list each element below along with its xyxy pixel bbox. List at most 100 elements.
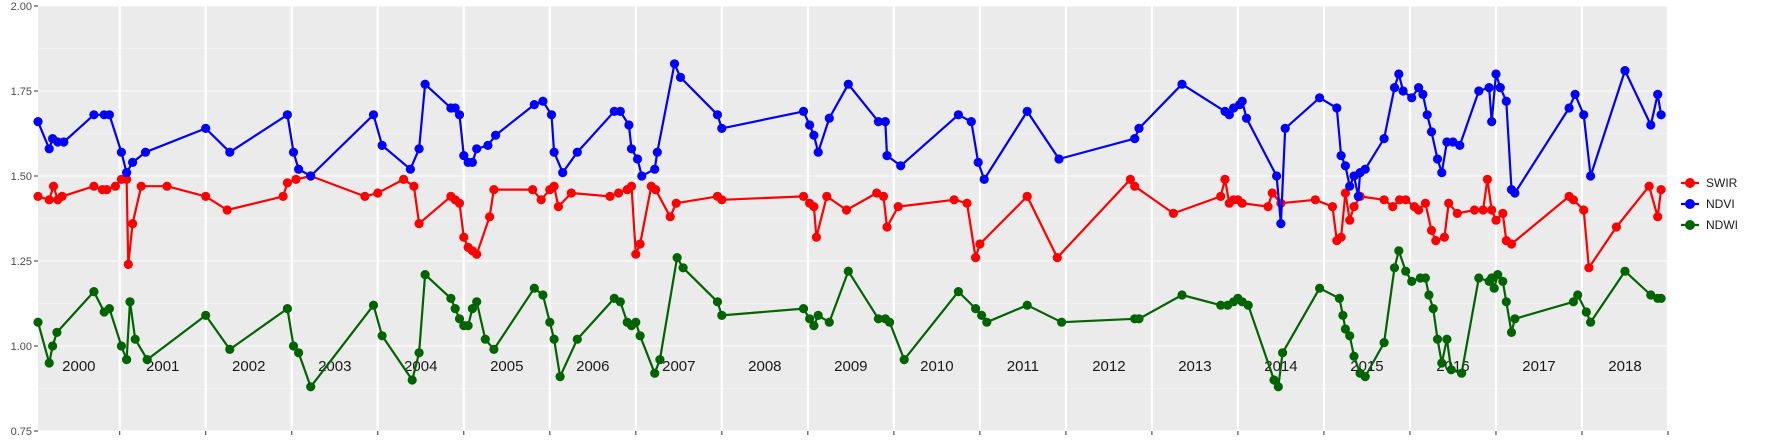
- data-point-ndwi: [414, 348, 424, 358]
- data-point-ndwi: [446, 293, 456, 303]
- data-point-swir: [409, 181, 419, 191]
- data-point-ndvi: [1353, 191, 1363, 201]
- data-point-ndwi: [572, 334, 582, 344]
- data-point-ndvi: [1586, 171, 1596, 181]
- data-point-swir: [1498, 208, 1508, 218]
- data-point-ndvi: [450, 103, 460, 113]
- data-point-ndvi: [122, 168, 132, 178]
- data-point-ndwi: [885, 317, 895, 327]
- data-point-ndvi: [1620, 66, 1630, 76]
- data-point-ndvi: [1177, 79, 1187, 89]
- data-point-swir: [635, 239, 645, 249]
- data-point-ndwi: [1506, 327, 1517, 337]
- data-point-ndwi: [48, 341, 58, 351]
- data-point-ndvi: [1455, 140, 1465, 150]
- data-point-ndvi: [1501, 96, 1511, 106]
- data-point-swir: [631, 249, 641, 259]
- data-point-swir: [162, 181, 172, 191]
- data-point-ndwi: [1349, 351, 1359, 361]
- data-point-ndwi: [467, 304, 477, 314]
- x-tick-label: 2001: [146, 358, 179, 375]
- data-point-ndvi: [979, 174, 989, 184]
- data-point-ndwi: [1420, 273, 1430, 283]
- data-point-swir: [1216, 191, 1226, 201]
- data-point-ndvi: [1134, 123, 1144, 133]
- data-point-swir: [1379, 195, 1389, 205]
- data-point-ndvi: [546, 110, 557, 120]
- data-point-ndvi: [1474, 86, 1484, 96]
- data-point-ndvi: [549, 147, 559, 157]
- x-tick-label: 2000: [62, 358, 95, 375]
- x-tick-label: 2003: [318, 358, 351, 375]
- data-point-swir: [882, 222, 892, 232]
- data-point-ndvi: [33, 117, 43, 127]
- data-point-ndvi: [896, 161, 906, 171]
- data-point-ndwi: [142, 355, 152, 365]
- data-point-swir: [123, 259, 133, 269]
- x-tick-label: 2007: [662, 358, 695, 375]
- data-point-ndvi: [1407, 93, 1417, 103]
- data-point-swir: [822, 191, 832, 201]
- data-point-swir: [1491, 215, 1501, 225]
- data-point-ndvi: [1340, 161, 1350, 171]
- y-tick-label: 0.75: [11, 426, 32, 438]
- data-point-swir: [798, 191, 809, 201]
- data-point-ndwi: [1568, 297, 1578, 307]
- data-point-ndwi: [1432, 334, 1443, 344]
- data-point-ndvi: [1130, 134, 1140, 144]
- x-tick-label: 2017: [1522, 358, 1555, 375]
- data-point-ndwi: [1573, 290, 1583, 300]
- data-point-swir: [110, 181, 120, 191]
- data-point-swir: [665, 212, 675, 222]
- data-point-ndvi: [529, 100, 539, 110]
- data-point-swir: [651, 185, 661, 195]
- x-tick-label: 2018: [1608, 358, 1641, 375]
- data-point-ndwi: [843, 266, 853, 276]
- x-tick-label: 2012: [1092, 358, 1125, 375]
- data-point-ndvi: [669, 59, 680, 69]
- data-point-ndvi: [59, 137, 69, 147]
- data-point-ndwi: [294, 348, 304, 358]
- data-point-swir: [57, 191, 67, 201]
- data-point-ndvi: [414, 144, 424, 154]
- data-point-swir: [1130, 181, 1140, 191]
- data-point-swir: [1452, 208, 1462, 218]
- data-point-ndwi: [899, 355, 909, 365]
- data-point-ndvi: [626, 144, 637, 154]
- data-point-ndwi: [52, 327, 62, 337]
- legend-label-swir: SWIR: [1706, 176, 1738, 190]
- data-point-swir: [893, 202, 903, 212]
- data-point-swir: [971, 253, 981, 263]
- data-point-ndwi: [89, 287, 99, 297]
- data-point-swir: [1340, 188, 1350, 198]
- data-point-ndwi: [368, 300, 379, 310]
- data-point-ndwi: [1446, 365, 1456, 375]
- data-point-ndvi: [637, 171, 647, 181]
- data-point-ndvi: [1448, 137, 1458, 147]
- data-point-ndvi: [1579, 110, 1589, 120]
- data-point-ndwi: [824, 317, 834, 327]
- x-tick-label: 2009: [834, 358, 867, 375]
- data-point-ndvi: [652, 147, 662, 157]
- data-point-swir: [291, 174, 301, 184]
- data-point-ndvi: [1224, 110, 1234, 120]
- data-point-swir: [549, 181, 559, 191]
- data-point-swir: [1022, 191, 1032, 201]
- data-point-ndwi: [420, 270, 430, 280]
- data-point-swir: [128, 219, 138, 229]
- data-point-ndvi: [966, 117, 976, 127]
- data-point-ndwi: [982, 317, 992, 327]
- data-point-ndvi: [1394, 69, 1404, 79]
- data-point-ndwi: [1243, 300, 1253, 310]
- data-point-ndwi: [1177, 290, 1187, 300]
- data-point-ndvi: [1345, 181, 1355, 191]
- data-point-ndvi: [1414, 83, 1424, 93]
- data-point-ndwi: [472, 297, 482, 307]
- data-point-ndwi: [1394, 246, 1404, 256]
- data-point-ndwi: [678, 263, 688, 273]
- data-point-ndvi: [306, 171, 316, 181]
- legend-marker-ndvi: [1685, 199, 1695, 209]
- data-point-ndwi: [672, 253, 682, 263]
- data-point-ndvi: [282, 110, 292, 120]
- data-point-ndvi: [1432, 154, 1443, 164]
